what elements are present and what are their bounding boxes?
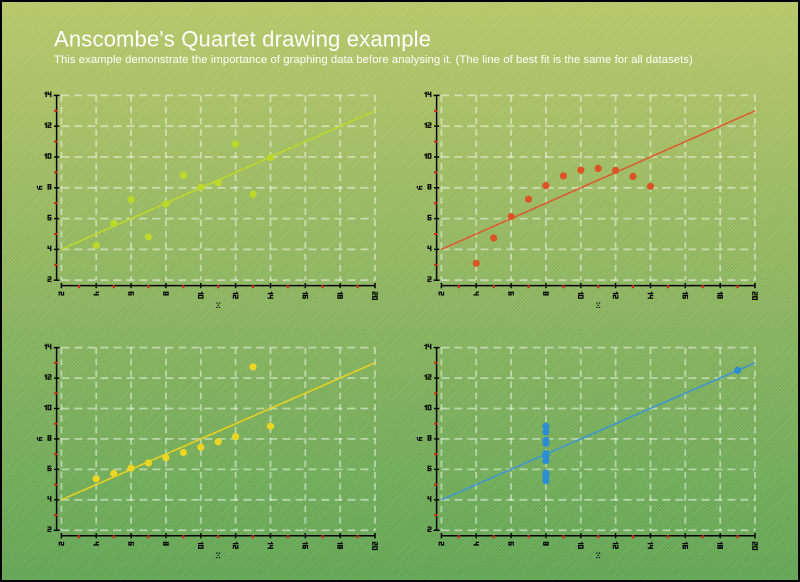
svg-text:This example demonstrate the i: This example demonstrate the importance … xyxy=(54,54,693,66)
svg-text:Anscombe's Quartet drawing exa: Anscombe's Quartet drawing example xyxy=(54,27,431,52)
